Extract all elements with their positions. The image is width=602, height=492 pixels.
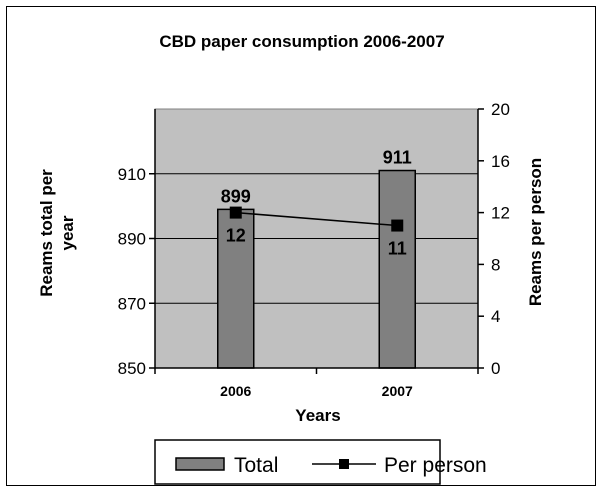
- legend-swatch-total: [175, 457, 225, 471]
- x-tick-label-2007: 2007: [382, 383, 413, 399]
- y-tick-label-right: 8: [491, 255, 500, 274]
- legend-label-per-person: Per person: [384, 454, 487, 477]
- y-tick-label-right: 4: [491, 307, 500, 326]
- y-tick-label-right: 20: [491, 100, 510, 119]
- marker-2007: [391, 219, 404, 232]
- y-axis-title-left: Reams total per year: [37, 169, 77, 297]
- y-tick-label-left: 850: [118, 359, 146, 378]
- y-tick-label-left: 890: [118, 230, 146, 249]
- chart-title: CBD paper consumption 2006-2007: [159, 32, 444, 51]
- axes: 850 870 890 910 0 4 8 12 16 20 2006 2007: [118, 100, 510, 399]
- y-tick-label-right: 0: [491, 359, 500, 378]
- y-tick-label-right: 12: [491, 204, 510, 223]
- y-axis-title-left-line2: year: [58, 215, 77, 250]
- y-tick-label-left: 870: [118, 294, 146, 313]
- y-tick-label-right: 16: [491, 152, 510, 171]
- line-per-person: [235, 211, 398, 227]
- y-axis-title-right: Reams per person: [526, 158, 545, 306]
- bar-label-2006: 899: [221, 186, 251, 206]
- x-tick-label-2006: 2006: [220, 383, 251, 399]
- bar-2007: [378, 169, 416, 369]
- y-axis-title-left-line1: Reams total per: [37, 169, 56, 297]
- y-tick-label-left: 910: [118, 165, 146, 184]
- marker-2006: [229, 206, 242, 219]
- legend-label-total: Total: [234, 454, 278, 477]
- plot-area: 899 911 12 11: [154, 108, 479, 369]
- legend-marker-per-person: [339, 459, 349, 469]
- legend: Total Per person: [154, 439, 487, 485]
- point-label-2006: 12: [226, 226, 246, 246]
- x-axis-title: Years: [295, 406, 340, 425]
- bar-2006: [217, 208, 255, 369]
- bar-label-2007: 911: [383, 148, 412, 168]
- point-label-2007: 11: [388, 239, 407, 259]
